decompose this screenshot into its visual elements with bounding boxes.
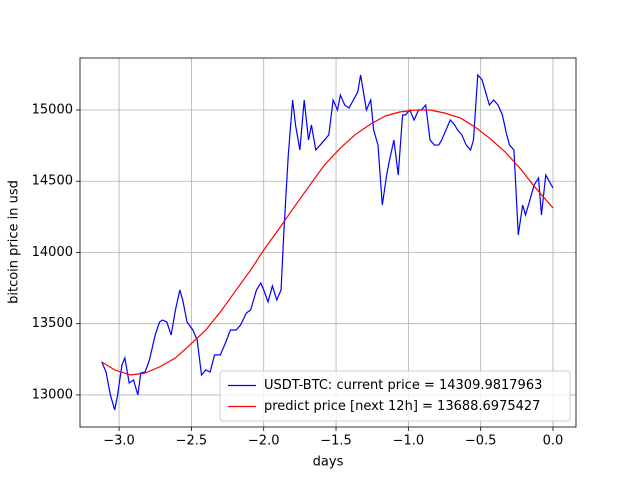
data-line — [101, 73, 554, 411]
plot-frame — [79, 57, 577, 428]
y-tick-label: 14500 — [32, 174, 73, 189]
y-axis-label: bitcoin price in usd — [7, 180, 22, 304]
x-axis-label: days — [313, 455, 344, 470]
y-tick-label: 13500 — [32, 316, 73, 331]
x-tick-label: −1.5 — [320, 434, 352, 449]
x-tick-label: 0.0 — [543, 434, 564, 449]
data-line — [101, 109, 554, 376]
x-tick-label: −0.5 — [465, 434, 497, 449]
x-tick-label: −1.0 — [393, 434, 425, 449]
y-tick-label: 14000 — [32, 245, 73, 260]
y-tick-label: 15000 — [32, 103, 73, 118]
x-tick-label: −3.0 — [103, 434, 135, 449]
x-tick-label: −2.5 — [176, 434, 208, 449]
legend-box — [219, 370, 571, 422]
x-tick-label: −2.0 — [248, 434, 280, 449]
legend-label: predict price [next 12h] = 13688.6975427 — [264, 399, 540, 414]
y-tick-label: 13000 — [32, 387, 73, 402]
legend-label: USDT-BTC: current price = 14309.9817963 — [264, 378, 542, 393]
